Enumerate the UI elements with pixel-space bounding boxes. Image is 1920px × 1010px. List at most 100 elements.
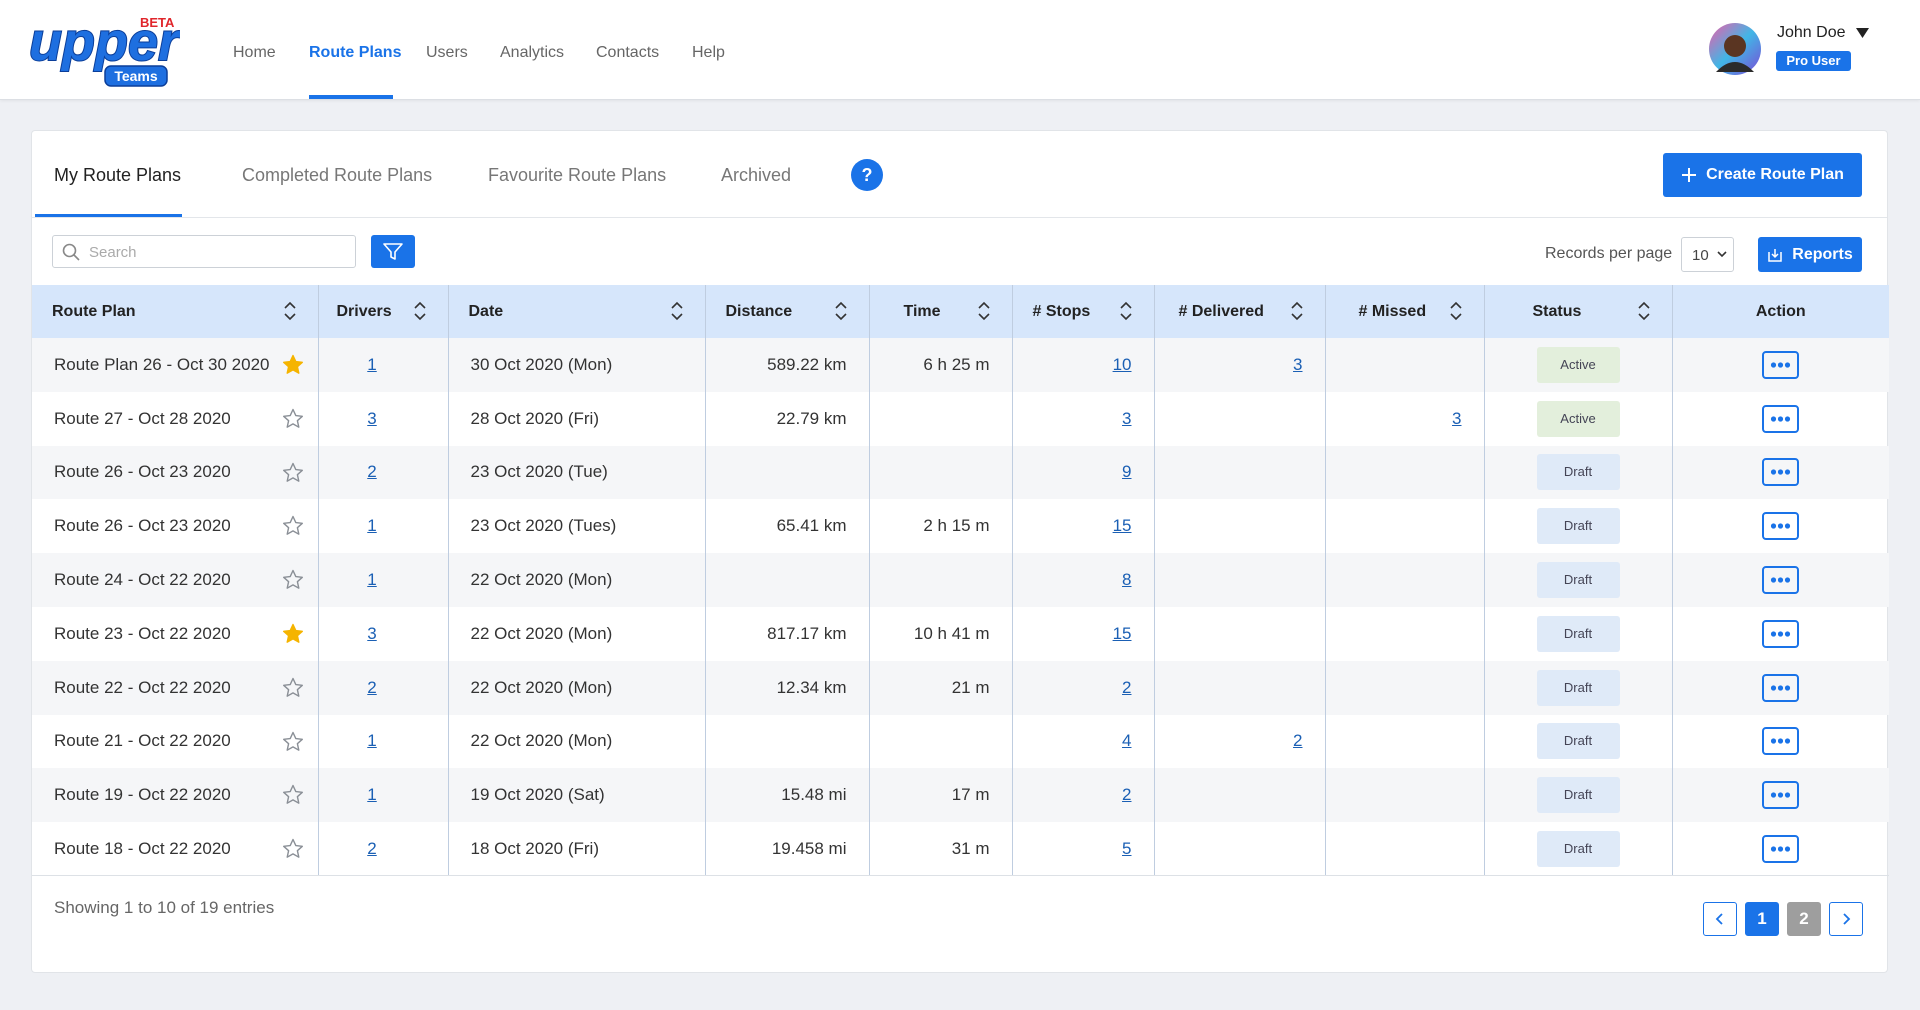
column-header[interactable]: Route Plan [32, 285, 318, 338]
table-cell: 28 Oct 2020 (Fri) [447, 391, 705, 446]
count-link[interactable]: 1 [367, 354, 377, 374]
action-button[interactable] [1762, 834, 1800, 863]
count-link[interactable]: 15 [1112, 516, 1132, 536]
tab[interactable]: Archived [721, 165, 792, 185]
column-header[interactable]: # Delivered [1153, 285, 1325, 338]
route-name[interactable]: Route 19 - Oct 22 2020 [54, 785, 231, 805]
count-link[interactable]: 1 [367, 516, 377, 536]
action-button[interactable] [1762, 727, 1800, 756]
count-link[interactable]: 4 [1122, 731, 1132, 751]
count-link[interactable]: 2 [1293, 731, 1303, 751]
favourite-star-filled[interactable] [282, 623, 304, 649]
page-number[interactable]: 2 [1787, 902, 1821, 936]
user-name[interactable]: John Doe [1777, 24, 1846, 41]
count-link[interactable]: 3 [367, 623, 377, 643]
count-link[interactable]: 2 [367, 677, 377, 697]
help-button[interactable]: ? [851, 159, 883, 191]
table-cell: 9 [1011, 445, 1154, 500]
table-cell: 17 m [868, 768, 1012, 823]
page-prev[interactable] [1703, 902, 1737, 936]
tab[interactable]: Favourite Route Plans [488, 165, 667, 185]
count-link[interactable]: 2 [1122, 677, 1132, 697]
column-header[interactable]: Drivers [317, 285, 448, 338]
count-link[interactable]: 2 [1122, 785, 1132, 805]
count-link[interactable]: 5 [1122, 838, 1132, 858]
action-button[interactable] [1762, 512, 1800, 541]
search-input[interactable]: Search [52, 235, 356, 268]
favourite-star[interactable] [282, 731, 304, 757]
action-button[interactable] [1762, 404, 1800, 433]
page-number[interactable]: 1 [1745, 902, 1779, 936]
count-link[interactable]: 8 [1122, 570, 1132, 590]
filter-button[interactable] [371, 235, 415, 268]
route-name[interactable]: Route Plan 26 - Oct 30 2020 [54, 354, 270, 374]
cell-text: 65.41 km [776, 516, 847, 536]
action-button[interactable] [1762, 458, 1800, 487]
route-name[interactable]: Route 24 - Oct 22 2020 [54, 570, 231, 590]
count-link[interactable]: 3 [1452, 408, 1462, 428]
count-link[interactable]: 3 [1122, 408, 1132, 428]
column-header[interactable]: # Missed [1324, 285, 1484, 338]
route-name[interactable]: Route 23 - Oct 22 2020 [54, 623, 231, 643]
route-name[interactable]: Route 22 - Oct 22 2020 [54, 677, 231, 697]
action-button[interactable] [1762, 781, 1800, 810]
tab[interactable]: My Route Plans [54, 165, 182, 185]
count-link[interactable]: 3 [1293, 354, 1303, 374]
reports-button[interactable]: Reports [1758, 237, 1862, 272]
count-link[interactable]: 15 [1112, 623, 1132, 643]
nav-item[interactable]: Home [233, 44, 276, 61]
route-name[interactable]: Route 26 - Oct 23 2020 [54, 516, 231, 536]
avatar[interactable] [1708, 22, 1762, 76]
nav-item[interactable]: Route Plans [309, 44, 402, 61]
count-link[interactable]: 3 [367, 408, 377, 428]
favourite-star[interactable] [282, 408, 304, 434]
create-button[interactable]: Create Route Plan [1663, 153, 1862, 197]
nav-item[interactable]: Analytics [500, 44, 565, 61]
count-link[interactable]: 1 [367, 570, 377, 590]
user-caret[interactable] [1856, 28, 1869, 38]
table-cell [1153, 660, 1325, 715]
column-header[interactable]: Date [447, 285, 705, 338]
favourite-star[interactable] [282, 677, 304, 703]
count-link[interactable]: 2 [367, 838, 377, 858]
action-button[interactable] [1762, 566, 1800, 595]
route-name[interactable]: Route 21 - Oct 22 2020 [54, 731, 231, 751]
route-name[interactable]: Route 27 - Oct 28 2020 [54, 408, 231, 428]
tab-underline [35, 214, 182, 217]
favourite-star[interactable] [282, 462, 304, 488]
tab[interactable]: Completed Route Plans [242, 165, 433, 185]
records-select[interactable]: 10 [1681, 237, 1734, 272]
route-name[interactable]: Route 26 - Oct 23 2020 [54, 462, 231, 482]
page-next[interactable] [1829, 902, 1863, 936]
count-link[interactable]: 10 [1112, 354, 1132, 374]
count-link[interactable]: 1 [367, 785, 377, 805]
favourite-star[interactable] [282, 515, 304, 541]
favourite-star[interactable] [282, 784, 304, 810]
cell-text: 6 h 25 m [923, 354, 990, 374]
status-badge: Draft [1536, 562, 1620, 599]
nav-item[interactable]: Contacts [596, 44, 660, 61]
action-button[interactable] [1762, 350, 1800, 379]
table-cell: 2 h 15 m [868, 499, 1012, 554]
column-header[interactable]: Distance [704, 285, 869, 338]
action-button[interactable] [1762, 673, 1800, 702]
nav-item[interactable]: Help [692, 44, 725, 61]
reports-icon [1768, 248, 1783, 262]
count-link[interactable]: 9 [1122, 462, 1132, 482]
favourite-star-filled[interactable] [282, 354, 304, 380]
favourite-star[interactable] [282, 569, 304, 595]
route-name[interactable]: Route 18 - Oct 22 2020 [54, 838, 231, 858]
logo[interactable]: upper BETA Teams [25, 14, 180, 90]
count-link[interactable]: 2 [367, 462, 377, 482]
column-header[interactable]: Status [1483, 285, 1672, 338]
column-header[interactable]: # Stops [1011, 285, 1154, 338]
action-button[interactable] [1762, 619, 1800, 648]
plus-icon [1682, 168, 1697, 182]
count-link[interactable]: 1 [367, 731, 377, 751]
favourite-star[interactable] [282, 838, 304, 864]
nav-item[interactable]: Users [426, 44, 468, 61]
column-header[interactable]: Time [868, 285, 1012, 338]
table-cell: 2 [317, 660, 448, 715]
nav-underline [309, 95, 393, 99]
cell-text: 12.34 km [776, 677, 847, 697]
